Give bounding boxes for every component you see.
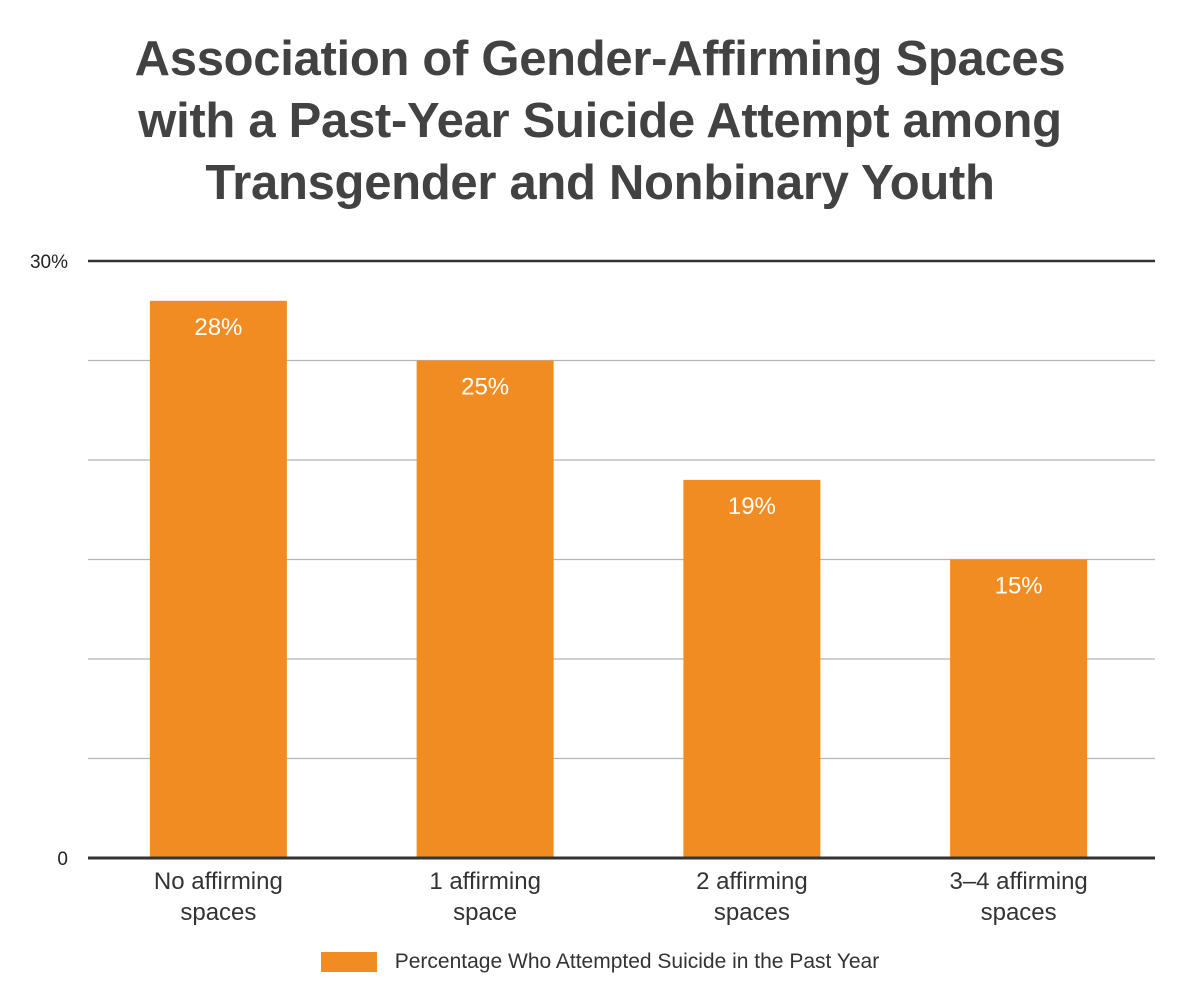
x-tick-label: No affirming [154, 868, 283, 895]
y-tick-label: 30% [30, 252, 68, 273]
bar [683, 479, 821, 858]
bar [950, 559, 1088, 858]
data-label: 25% [461, 374, 509, 401]
x-tick-label: spaces [180, 899, 256, 926]
x-tick-label: space [453, 899, 517, 926]
legend-label: Percentage Who Attempted Suicide in the … [394, 950, 880, 973]
chart-title-line: Transgender and Nonbinary Youth [205, 156, 995, 210]
x-tick-label: spaces [981, 899, 1057, 926]
chart-title-line: Association of Gender-Affirming Spaces [134, 32, 1066, 86]
x-tick-label: 3–4 affirming [949, 868, 1087, 895]
legend: Percentage Who Attempted Suicide in the … [0, 950, 1200, 974]
bar [149, 300, 287, 858]
y-tick-label: 0 [57, 849, 68, 870]
data-label: 19% [728, 493, 776, 520]
chart-title: Association of Gender-Affirming Spaces w… [0, 28, 1200, 214]
legend-swatch [320, 952, 377, 972]
chart-title-line: with a Past-Year Suicide Attempt among [138, 94, 1062, 148]
x-tick-label: 2 affirming [696, 868, 808, 895]
x-tick-label: 1 affirming [429, 868, 541, 895]
data-label: 28% [194, 314, 242, 341]
bar [416, 360, 554, 858]
x-tick-label: spaces [714, 899, 790, 926]
data-label: 15% [995, 573, 1043, 600]
